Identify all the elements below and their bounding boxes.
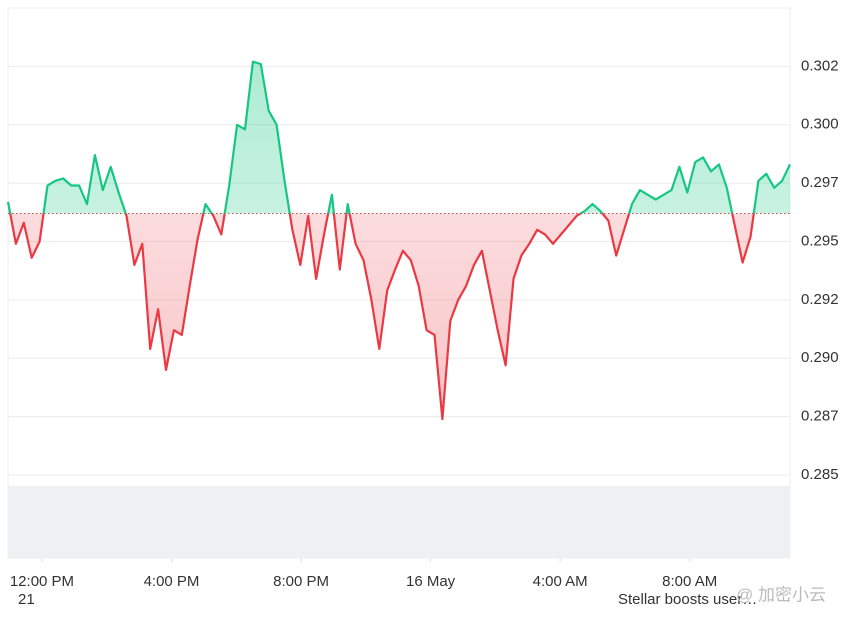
area-up bbox=[8, 61, 790, 214]
watermark: @ 加密小云 bbox=[736, 585, 826, 604]
y-tick-label: 0.297 bbox=[801, 174, 839, 191]
y-tick-label: 0.290 bbox=[801, 349, 839, 366]
price-line-up bbox=[6, 60, 791, 214]
y-tick-label: 0.295 bbox=[801, 232, 839, 249]
x-tick-label: 16 May bbox=[406, 573, 456, 590]
volume-area bbox=[8, 486, 790, 558]
y-tick-label: 0.292 bbox=[801, 291, 839, 308]
plot-layer: 0.285 0.287 0.290 0.292 0.295 0.297 0.300 0.302… bbox=[6, 57, 839, 590]
x-tick-label: 8:00 PM bbox=[273, 573, 329, 590]
y-tick-label: 0.285 bbox=[801, 466, 839, 483]
x-tick-label: 4:00 PM bbox=[144, 573, 200, 590]
y-tick-label: 0.300 bbox=[801, 116, 839, 133]
area-down bbox=[8, 213, 790, 419]
footer-right: Stellar boosts user… bbox=[618, 591, 757, 608]
footer-left: 21 bbox=[18, 591, 35, 608]
y-tick-label: 0.287 bbox=[801, 408, 839, 425]
price-line-down bbox=[9, 213, 755, 421]
x-tick-label: 8:00 AM bbox=[662, 573, 717, 590]
x-tick-label: 4:00 AM bbox=[533, 573, 588, 590]
y-tick-label: 0.302 bbox=[801, 57, 839, 74]
x-tick-label: 12:00 PM bbox=[10, 573, 74, 590]
